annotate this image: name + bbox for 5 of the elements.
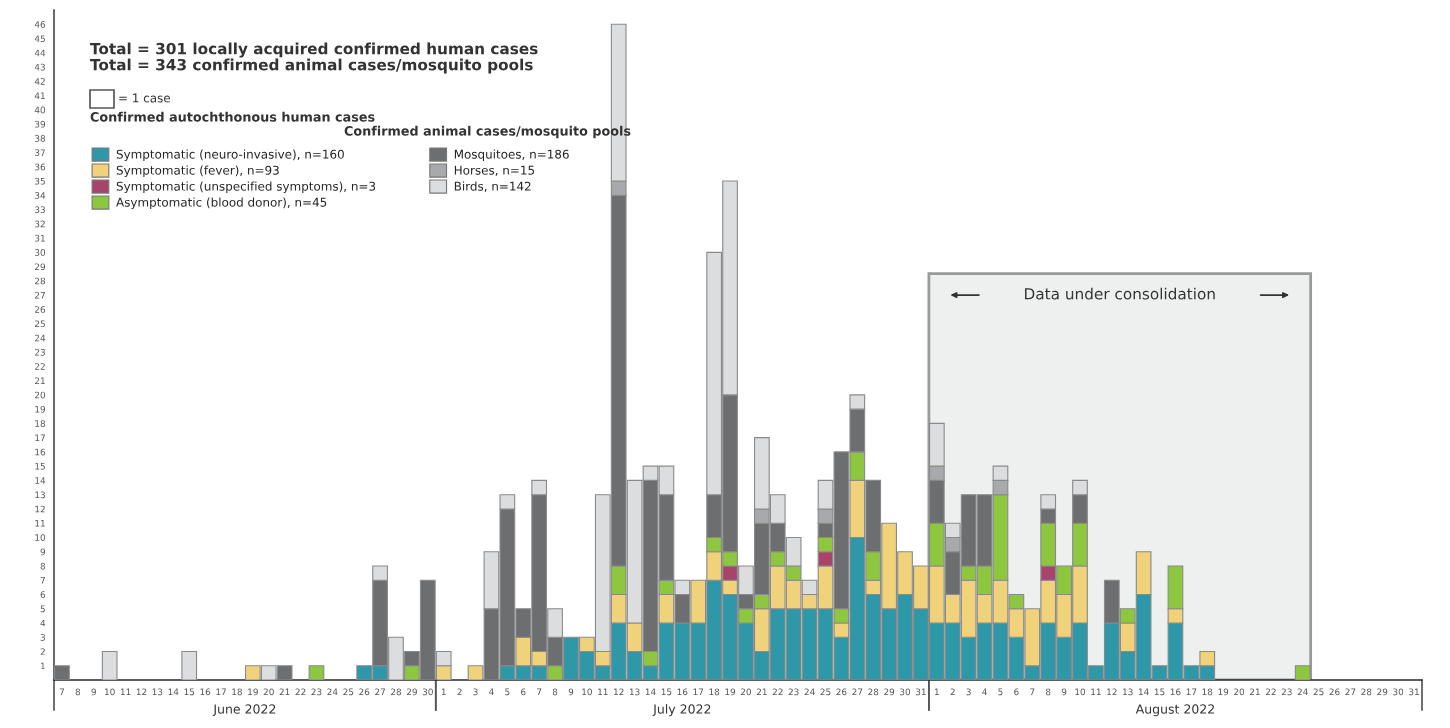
bar: [54, 665, 70, 680]
bar: [101, 650, 118, 680]
bar: [1294, 665, 1311, 680]
bar: [181, 650, 198, 680]
bar: [308, 665, 325, 680]
